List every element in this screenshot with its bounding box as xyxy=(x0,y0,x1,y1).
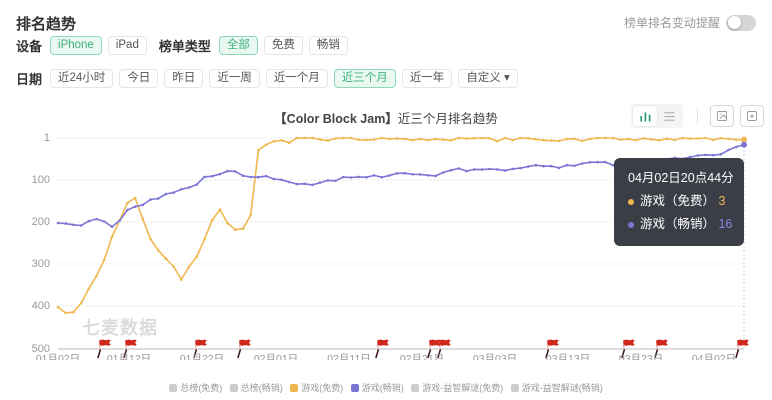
svg-text:02月11日: 02月11日 xyxy=(327,353,371,360)
svg-text:04月02日: 04月02日 xyxy=(692,353,736,360)
svg-text:1: 1 xyxy=(44,132,50,144)
svg-text:400: 400 xyxy=(32,300,50,312)
svg-text:02月01日: 02月01日 xyxy=(254,353,298,360)
svg-text:03月23日: 03月23日 xyxy=(619,353,663,360)
svg-text:03月13日: 03月13日 xyxy=(546,353,590,360)
svg-text:300: 300 xyxy=(32,258,50,270)
svg-text:01月22日: 01月22日 xyxy=(180,353,224,360)
svg-text:01月02日: 01月02日 xyxy=(36,353,80,360)
svg-text:100: 100 xyxy=(32,174,50,186)
svg-text:01月12日: 01月12日 xyxy=(107,353,151,360)
svg-text:03月03日: 03月03日 xyxy=(473,353,517,360)
svg-text:02月21日: 02月21日 xyxy=(400,353,444,360)
svg-text:200: 200 xyxy=(32,216,50,228)
